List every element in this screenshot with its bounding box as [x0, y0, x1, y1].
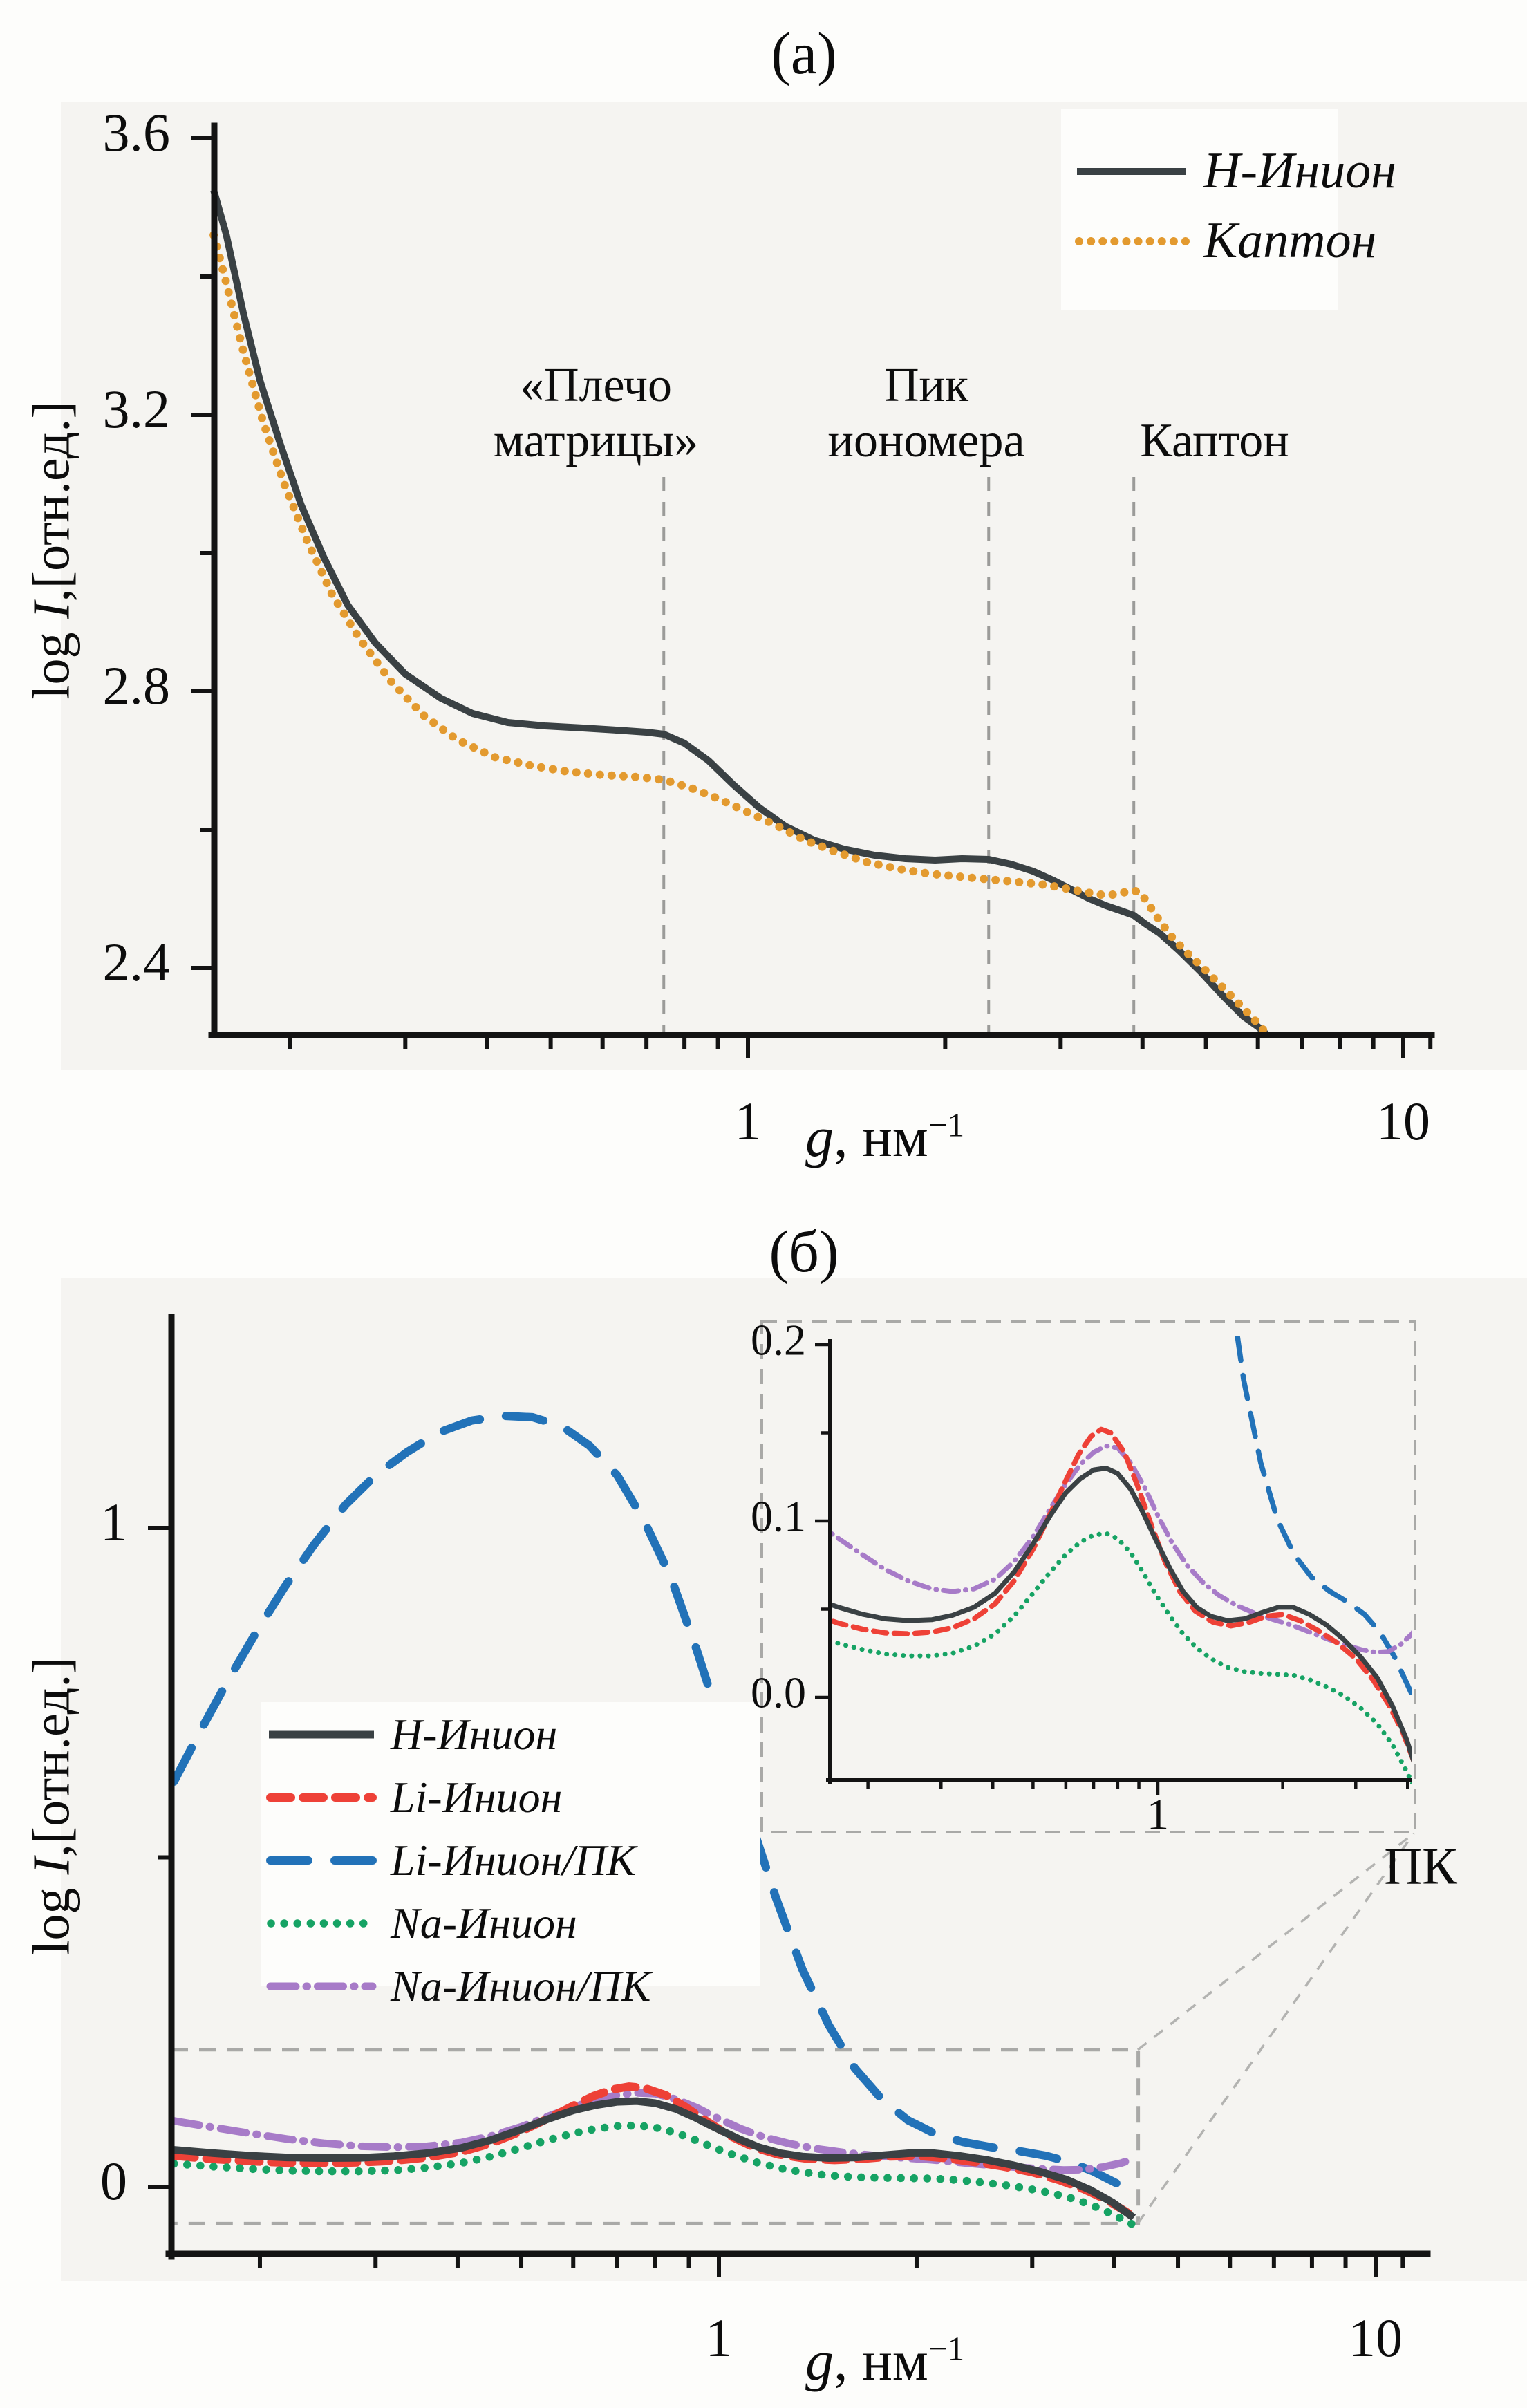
x-axis-label-b: g, нм−1	[805, 2329, 965, 2392]
legend-label-kapton: Каптон	[1203, 212, 1377, 269]
y-tick-label: 0	[100, 2151, 127, 2211]
x-tick-label: 1	[735, 1091, 762, 1151]
x-tick-label: 10	[1349, 2308, 1403, 2368]
legend-item-b-h-inion: Н-Инион	[266, 1709, 650, 1760]
legend-a-background	[1061, 109, 1338, 310]
legend-label-b-li-inion-pk: Li-Инион/ПК	[391, 1836, 636, 1885]
legend-label-b-h-inion: Н-Инион	[391, 1710, 558, 1759]
curve-b-li-inion	[169, 2082, 1133, 2218]
legend-label-b-li-inion: Li-Инион	[391, 1773, 563, 1822]
x-tick-label: 1	[706, 2308, 733, 2368]
annotation-ionomer-peak: Пик иономера	[827, 359, 1025, 467]
y-tick-label: 1	[100, 1492, 127, 1552]
legend-item-b-li-inion-pk: Li-Инион/ПК	[266, 1835, 650, 1886]
y-tick-label: 0.0	[751, 1668, 806, 1717]
callout-line-top	[1136, 1832, 1415, 2051]
y-tick-label: 0.2	[751, 1316, 806, 1365]
curve-inset-na-inion	[830, 1531, 1412, 1784]
annotation-matrix-shoulder: «Плечо матрицы»	[493, 359, 699, 467]
curve-inset-li-inion	[830, 1426, 1412, 1765]
legend-item-b-na-inion: Na-Инион	[266, 1898, 650, 1949]
legend-label-b-na-inion-pk: Na-Инион/ПК	[391, 1961, 651, 2010]
legend-label-h-inion: Н-Инион	[1203, 142, 1396, 199]
x-tick-label: 1	[1147, 1790, 1169, 1839]
x-axis-label-a: g, нм−1	[805, 1105, 965, 1168]
inset-panel: 1 0.2 0.1 0.0	[751, 1316, 1416, 1839]
panel-a: 1 10 3.6 3.2 2.8 2.4	[103, 102, 1435, 1151]
legend-item-b-li-inion: Li-Инион	[266, 1772, 650, 1823]
legend-a: Н-Инион Каптон	[1074, 142, 1396, 270]
y-axis-label-b: log I,[отн.ед.]	[22, 1656, 81, 1955]
inset-outside-label-pk: ПК	[1384, 1837, 1457, 1896]
ticks-a: 1 10 3.6 3.2 2.8 2.4	[103, 102, 1433, 1151]
panel-b-title: (б)	[769, 1218, 839, 1285]
y-tick-label: 3.6	[103, 102, 171, 162]
y-tick-label: 2.8	[103, 655, 171, 716]
callout-line-bottom	[1136, 1832, 1415, 2225]
legend-b-background	[261, 1702, 760, 1986]
curve-a-h-inion	[210, 189, 1270, 1038]
annotation-kapton: Каптон	[1140, 414, 1289, 467]
curve-a-kapton	[209, 231, 1272, 1039]
panel-a-title: (а)	[771, 20, 837, 86]
y-tick-label: 3.2	[103, 379, 171, 439]
curve-b-na-inion	[169, 2121, 1138, 2230]
curve-inset-h-inion	[830, 1466, 1412, 1765]
x-tick-label: 10	[1376, 1091, 1430, 1151]
legend-label-b-na-inion: Na-Инион	[391, 1898, 577, 1948]
y-axis-label-a: log I,[отн.ед.]	[22, 401, 81, 700]
legend-b: Н-Инион Li-Инион Li-Инион/ПК Na-Инион Na…	[266, 1709, 650, 2012]
inset-border	[760, 1320, 1416, 1833]
curve-inset-li-inion-pk	[1235, 1336, 1412, 1701]
legend-item-b-na-inion-pk: Na-Инион/ПК	[266, 1961, 650, 2012]
legend-item-kapton: Каптон	[1074, 212, 1396, 270]
y-tick-label: 2.4	[103, 932, 171, 992]
curve-b-li-inion-pk	[169, 1412, 1138, 2196]
y-tick-label: 0.1	[751, 1492, 806, 1541]
curve-b-h-inion	[174, 2097, 1136, 2221]
inset-curves	[830, 1336, 1412, 1784]
annotation-lines-group	[662, 477, 1136, 1035]
legend-item-h-inion: Н-Инион	[1074, 142, 1396, 200]
ticks-inset: 1 0.2 0.1 0.0	[751, 1316, 1409, 1839]
